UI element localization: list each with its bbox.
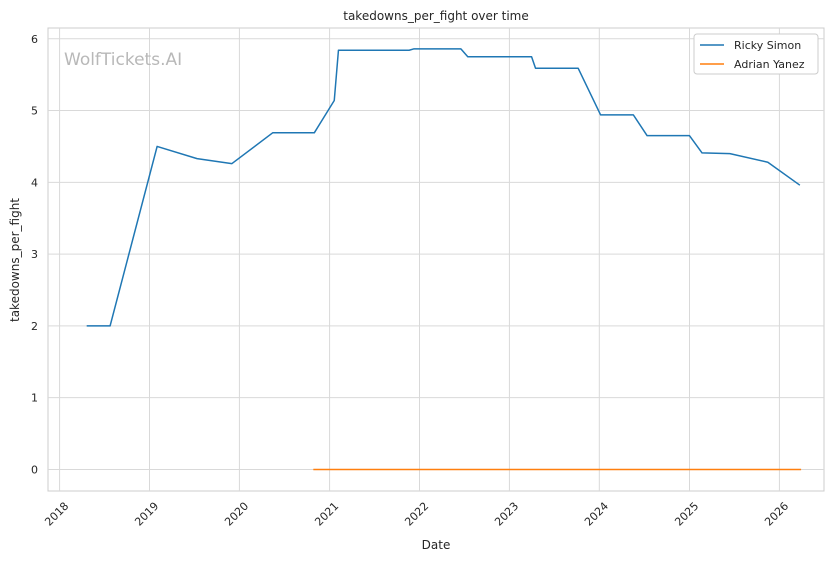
series-lines	[86, 48, 802, 471]
watermark: WolfTickets.AI	[64, 50, 182, 70]
x-tick-label: 2019	[132, 500, 161, 529]
x-tick-label: 2026	[762, 500, 791, 529]
x-tick-label: 2023	[492, 500, 521, 529]
legend-label-ricky-simon: Ricky Simon	[734, 39, 801, 52]
x-tick-label: 2020	[222, 500, 251, 529]
legend: Ricky Simon Adrian Yanez	[693, 33, 819, 75]
legend-box	[693, 33, 819, 75]
y-tick-label: 4	[31, 176, 38, 189]
x-tick-label: 2022	[402, 500, 431, 529]
y-axis-title: takedowns_per_fight	[8, 198, 22, 322]
y-tick-label: 5	[31, 105, 38, 118]
x-axis-title: Date	[422, 538, 451, 552]
series-line-ricky-simon	[86, 48, 801, 327]
x-tick-label: 2025	[672, 500, 701, 529]
chart-title: takedowns_per_fight over time	[343, 9, 529, 23]
x-tick-label: 2024	[582, 500, 611, 529]
y-tick-label: 3	[31, 248, 38, 261]
y-tick-label: 1	[31, 392, 38, 405]
y-tick-label: 6	[31, 33, 38, 46]
legend-label-adrian-yanez: Adrian Yanez	[734, 58, 805, 71]
y-tick-label: 2	[31, 320, 38, 333]
y-axis-ticks: 0 1 2 3 4 5 6	[31, 33, 38, 477]
x-axis-ticks: 2018 2019 2020 2021 2022 2023 2024 2025 2026	[42, 500, 791, 529]
y-tick-label: 0	[31, 463, 38, 476]
plot-area	[47, 27, 825, 492]
grid-lines	[48, 28, 824, 491]
x-tick-label: 2021	[312, 500, 341, 529]
x-tick-label: 2018	[42, 500, 71, 529]
